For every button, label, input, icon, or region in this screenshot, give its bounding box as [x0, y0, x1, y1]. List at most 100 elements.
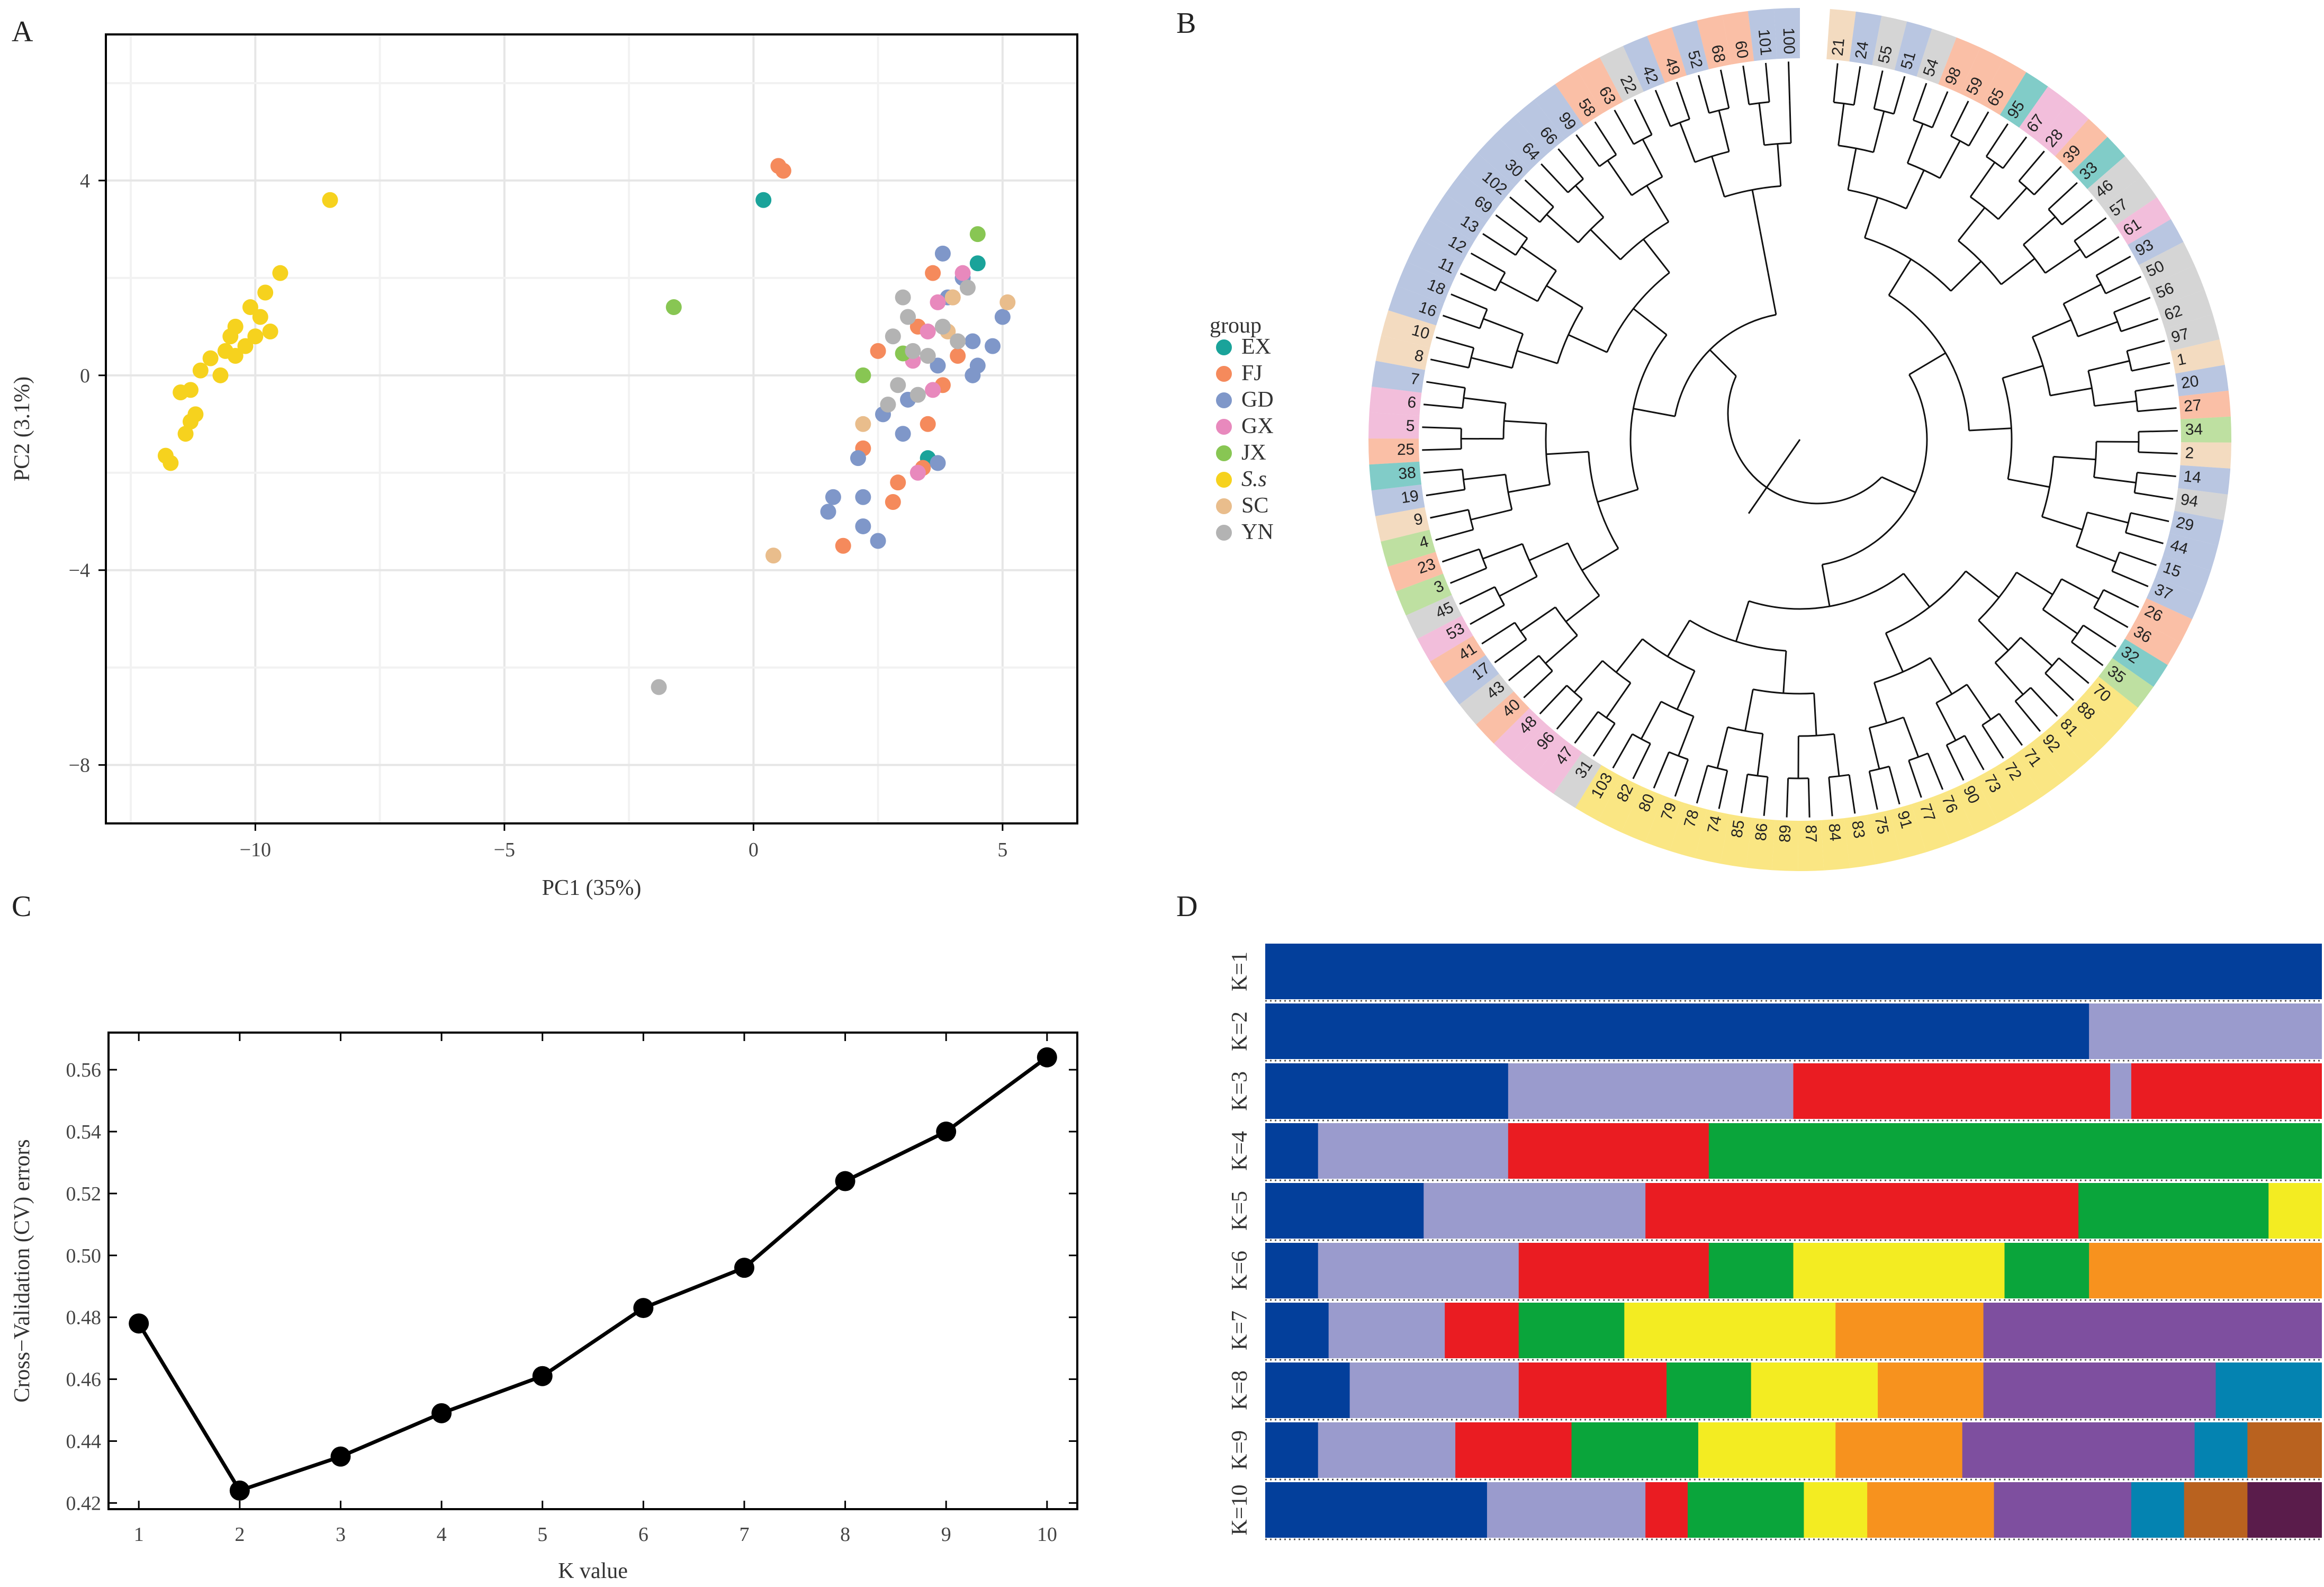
branch-arc — [1602, 660, 1631, 684]
branch — [2094, 400, 2137, 407]
branch — [2077, 321, 2118, 337]
branch — [1607, 160, 1633, 196]
branch — [1654, 89, 1671, 127]
branch — [1541, 163, 1569, 193]
pca-point-YN — [880, 397, 896, 413]
leaf-label: 6 — [1407, 393, 1417, 411]
cv-point — [633, 1298, 654, 1319]
pca-point-Ss — [242, 299, 258, 316]
pca-x-axis-label: PC1 (35%) — [542, 876, 642, 900]
pca-ytick-label: 0 — [80, 365, 90, 387]
admixture-segment — [1645, 1183, 2079, 1239]
branch — [1833, 63, 1839, 103]
ring-segment-GD — [1444, 655, 1499, 705]
admixture-segment — [1793, 1063, 2111, 1119]
legend-label-YN: YN — [1241, 520, 1274, 544]
pca-point-FJ — [870, 343, 886, 359]
branch — [2014, 701, 2041, 732]
branch — [1837, 103, 1845, 146]
ring-segment-FJ — [2124, 618, 2181, 666]
admixture-segment — [1508, 1063, 1794, 1119]
pca-ytick-label: −4 — [69, 560, 90, 582]
ring-segment-GX — [2115, 197, 2171, 245]
pca-point-GD — [855, 489, 871, 505]
branch-arc — [1822, 374, 1928, 566]
leaf-label: 1 — [2175, 350, 2187, 369]
branch — [1994, 662, 2024, 695]
ring-segment-FJ — [1647, 27, 1687, 83]
pca-point-Ss — [237, 338, 254, 354]
branch — [1782, 651, 1787, 694]
ring-segment-GX — [1532, 739, 1582, 794]
leaf-label: 7 — [1409, 370, 1421, 389]
branch — [2020, 636, 2053, 667]
branch — [2134, 492, 2174, 500]
branch-arc — [1461, 469, 1466, 490]
ring-segment-GD — [1671, 20, 1709, 76]
ring-segment-Ss — [1772, 820, 1798, 871]
cv-xtick-label: 7 — [739, 1523, 749, 1546]
admixture-segment — [1265, 1482, 1488, 1538]
branch — [1634, 99, 1653, 136]
admixture-segment — [2004, 1243, 2090, 1298]
admixture-segment — [1698, 1422, 1836, 1478]
ring-segment-GD — [1747, 8, 1777, 61]
ring-segment-YN — [1459, 674, 1514, 725]
cv-xtick-label: 6 — [638, 1523, 648, 1546]
ring-segment-YN — [2087, 156, 2142, 207]
admixture-segment — [1265, 1123, 1319, 1179]
branch — [1422, 448, 1462, 451]
admixture-segment — [1835, 1303, 1984, 1358]
branch — [1833, 734, 1840, 776]
branch-arc — [1537, 270, 1557, 302]
pca-ticks: −10 −5 0 5 −8 −4 0 4 — [69, 170, 1008, 861]
branch-arc — [1946, 734, 1966, 746]
row-label: K=5 — [1228, 1191, 1252, 1231]
ring-segment-Ss — [1621, 786, 1663, 842]
leaf-label: 87 — [1802, 824, 1820, 842]
row-label: K=1 — [1228, 952, 1252, 991]
admixture-segment — [2131, 1063, 2322, 1119]
ring-segment-JX — [1381, 530, 1436, 567]
ring-segment-GD — [2163, 533, 2218, 571]
branch-arc — [1566, 685, 1583, 700]
branch — [2002, 365, 2043, 379]
branch — [2127, 340, 2165, 352]
branch — [1470, 509, 1512, 521]
ring-segment-YN — [1916, 29, 1957, 85]
legend-label-SC: SC — [1241, 494, 1268, 518]
ring-segment-Ss — [1867, 810, 1901, 865]
admixture-segment — [1265, 1003, 2090, 1059]
branch — [1615, 638, 1643, 673]
branch — [1568, 334, 1608, 353]
leaf-label: 100 — [1780, 28, 1798, 55]
pca-point-Ss — [177, 426, 194, 442]
leaf-label: 85 — [1728, 819, 1748, 839]
pca-point-GD — [934, 245, 951, 262]
branch — [1494, 639, 1527, 664]
admixture-segment — [1349, 1362, 1519, 1418]
row-label: K=4 — [1228, 1131, 1252, 1171]
ring-segment-SC — [1375, 335, 1430, 370]
branch — [2094, 476, 2136, 484]
branch — [1606, 682, 1632, 719]
branch — [1633, 308, 1668, 336]
legend-label-Ss: S.s — [1241, 467, 1267, 491]
branch — [1945, 745, 1965, 781]
legend-label-GX: GX — [1241, 414, 1274, 438]
branch — [1546, 451, 1589, 455]
branch-arc — [2126, 351, 2133, 371]
branch — [1744, 689, 1754, 731]
branch — [1471, 357, 1512, 369]
branch — [2093, 607, 2129, 628]
cv-point — [532, 1366, 553, 1386]
cv-xtick-label: 2 — [235, 1523, 245, 1546]
ring-segment-Ss — [1798, 820, 1824, 871]
ring-segment-GD — [1894, 21, 1932, 77]
group-color-ring — [1368, 8, 2231, 871]
admixture-segment — [1318, 1243, 1519, 1298]
branch — [2007, 478, 2050, 488]
branch — [2044, 673, 2074, 701]
branch — [1998, 713, 2023, 746]
admixture-segment — [1994, 1482, 2132, 1538]
